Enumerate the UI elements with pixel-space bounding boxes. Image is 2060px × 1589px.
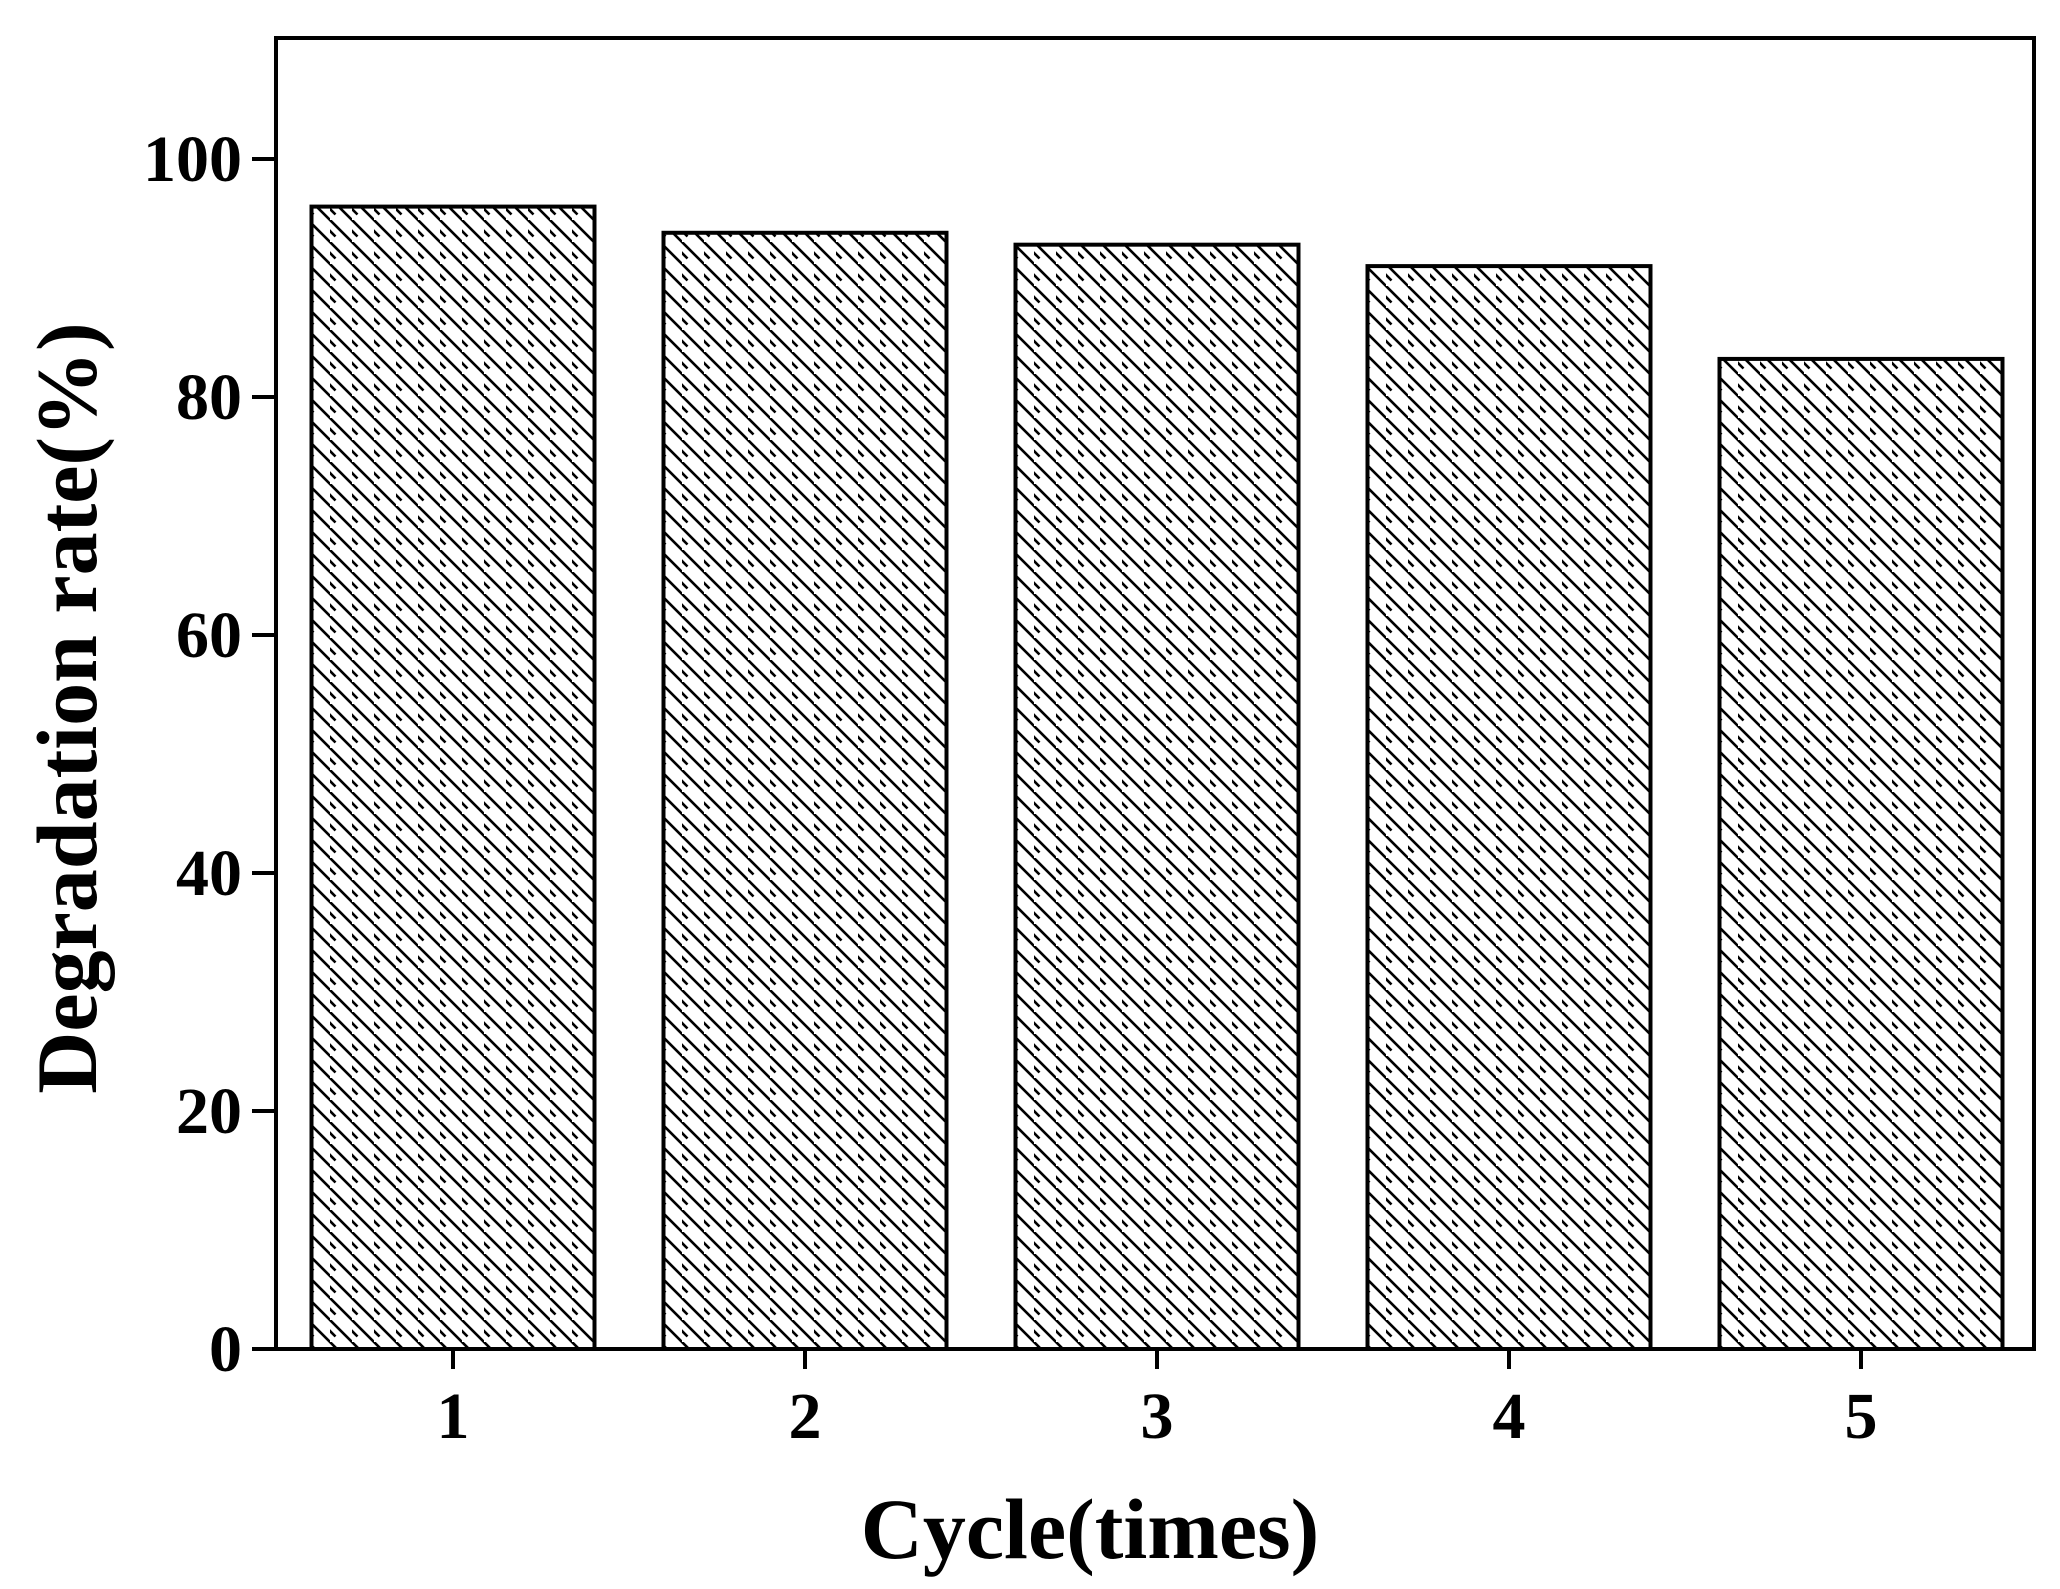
x-tick-label-2: 2 [789,1380,822,1453]
y-tick-label-40: 40 [176,837,242,910]
x-tick-label-3: 3 [1141,1380,1174,1453]
bar-1 [309,204,597,1352]
y-axis-title: Degradation rate(%) [19,322,115,1093]
bar-4 [1365,264,1653,1352]
y-tick-label-60: 60 [176,599,242,672]
y-tick-label-80: 80 [176,361,242,434]
bars-group [309,204,2005,1352]
y-axis-ticks: 0 20 40 60 80 100 [143,123,276,1386]
x-tick-label-4: 4 [1493,1380,1526,1453]
y-tick-label-0: 0 [209,1313,242,1386]
bar-2 [661,230,949,1351]
x-tick-label-1: 1 [437,1380,470,1453]
y-tick-label-100: 100 [143,123,242,196]
bar-3 [1013,242,1301,1351]
x-tick-label-5: 5 [1845,1380,1878,1453]
x-axis-title: Cycle(times) [861,1481,1319,1577]
y-tick-label-20: 20 [176,1075,242,1148]
bar-5 [1717,356,2005,1352]
x-axis-ticks: 1 2 3 4 5 [437,1349,1878,1453]
